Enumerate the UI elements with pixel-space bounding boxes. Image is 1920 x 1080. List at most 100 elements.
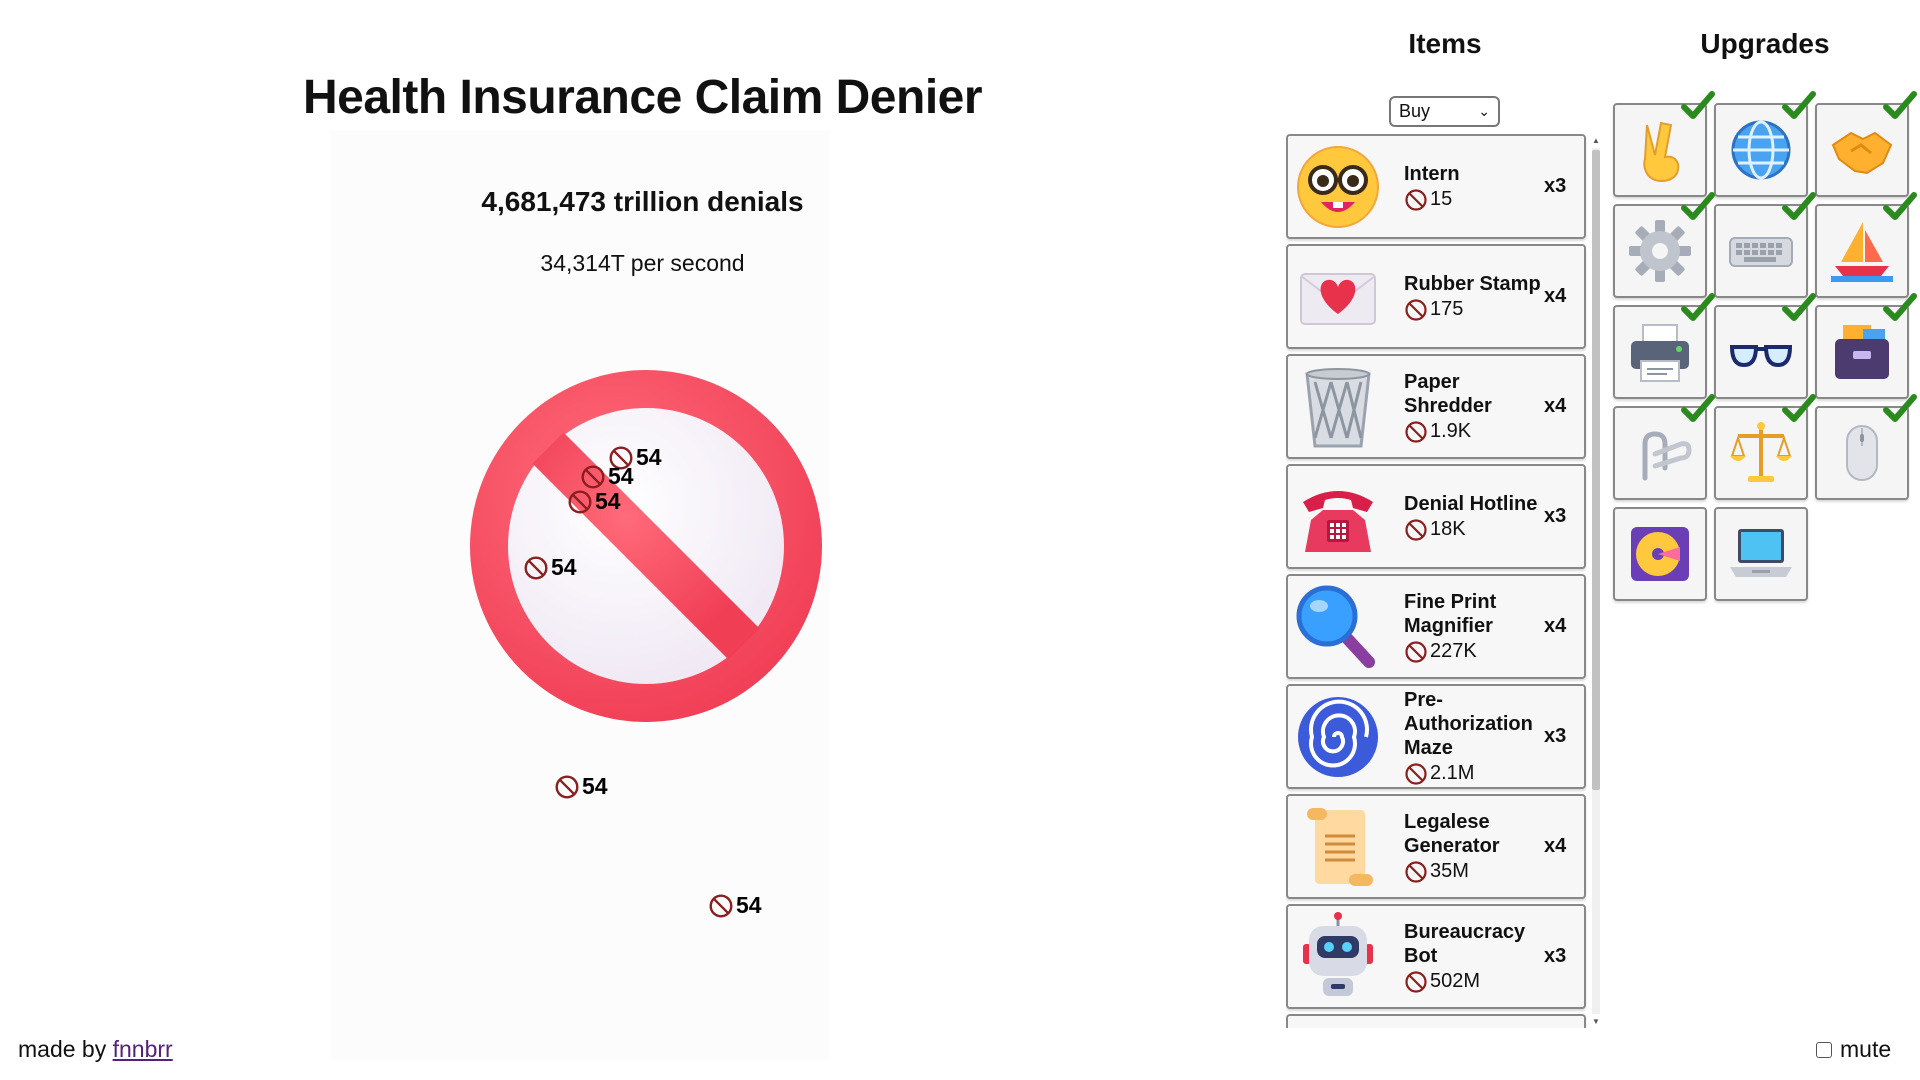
item-cost: 175 bbox=[1404, 298, 1544, 322]
purchased-check-icon bbox=[1681, 394, 1715, 424]
item-cost: 227K bbox=[1404, 640, 1544, 664]
item-paper-shredder[interactable]: Paper Shredder 1.9K x4 bbox=[1286, 354, 1586, 459]
chevron-down-icon: ⌄ bbox=[1478, 103, 1490, 119]
upgrade-balance-scale[interactable] bbox=[1714, 406, 1808, 500]
deny-icon bbox=[1404, 298, 1428, 322]
deny-icon bbox=[708, 893, 734, 919]
item-quantity: x3 bbox=[1544, 945, 1567, 967]
item-quantity: x3 bbox=[1544, 725, 1567, 747]
denial-rate: 34,314T per second bbox=[540, 250, 745, 276]
purchased-check-icon bbox=[1782, 293, 1816, 323]
item-pre-authorization-maze[interactable]: Pre-Authorization Maze 2.1M x3 bbox=[1286, 684, 1586, 789]
purchased-check-icon bbox=[1782, 91, 1816, 121]
purchased-check-icon bbox=[1883, 293, 1917, 323]
purchased-check-icon bbox=[1782, 394, 1816, 424]
gear-icon bbox=[1629, 220, 1691, 282]
credits: made by fnnbrr bbox=[18, 1036, 173, 1062]
purchased-check-icon bbox=[1681, 293, 1715, 323]
deny-icon bbox=[1404, 518, 1428, 542]
upgrade-keyboard[interactable] bbox=[1714, 204, 1808, 298]
upgrade-dvd[interactable] bbox=[1613, 507, 1707, 601]
scroll-icon bbox=[1288, 797, 1388, 897]
item-cost: 502M bbox=[1404, 970, 1544, 994]
item-name: Legalese Generator bbox=[1404, 810, 1500, 857]
item-quantity: x3 bbox=[1544, 505, 1567, 527]
items-list[interactable]: Intern 15 x3 Rubber Stamp 175 x4 bbox=[1286, 134, 1601, 1028]
item-name: Bureaucracy Bot bbox=[1404, 920, 1526, 967]
upgrade-gear[interactable] bbox=[1613, 204, 1707, 298]
item-cost: 2.1M bbox=[1404, 762, 1544, 786]
purchased-check-icon bbox=[1782, 192, 1816, 222]
upgrade-sailboat[interactable] bbox=[1815, 204, 1909, 298]
item-name: Pre-Authorization Maze bbox=[1404, 688, 1533, 759]
magnifying-glass-icon bbox=[1288, 577, 1388, 677]
float-number: 54 bbox=[580, 463, 634, 490]
item-fine-print-magnifier[interactable]: Fine Print Magnifier 227K x4 bbox=[1286, 574, 1586, 679]
upgrade-handshake[interactable] bbox=[1815, 103, 1909, 197]
upgrade-victory-hand[interactable] bbox=[1613, 103, 1707, 197]
upgrade-laptop[interactable] bbox=[1714, 507, 1808, 601]
buy-mode-select[interactable]: Buy ⌄ bbox=[1389, 96, 1500, 127]
upgrade-printer[interactable] bbox=[1613, 305, 1707, 399]
item-cost: 15 bbox=[1404, 188, 1544, 212]
item-cost: 1.9K bbox=[1404, 420, 1544, 444]
balance-scale-icon bbox=[1730, 422, 1792, 482]
item-name: Denial Hotline bbox=[1404, 492, 1538, 515]
purchased-check-icon bbox=[1883, 192, 1917, 222]
float-number: 54 bbox=[708, 892, 762, 919]
upgrades-heading: Upgrades bbox=[1700, 28, 1830, 59]
upgrade-globe[interactable] bbox=[1714, 103, 1808, 197]
deny-icon bbox=[1404, 188, 1428, 212]
prohibited-sign-icon bbox=[470, 370, 822, 722]
globe-icon bbox=[1731, 120, 1791, 180]
items-scrollbar[interactable]: ▲ ▼ bbox=[1590, 136, 1602, 1026]
upgrade-card-file-box[interactable] bbox=[1815, 305, 1909, 399]
linked-paperclips-icon bbox=[1642, 431, 1692, 481]
denial-count: 4,681,473 trillion denials bbox=[481, 186, 804, 217]
purchased-check-icon bbox=[1681, 192, 1715, 222]
victory-hand-icon bbox=[1643, 121, 1680, 182]
purchased-check-icon bbox=[1681, 91, 1715, 121]
purchased-check-icon bbox=[1883, 91, 1917, 121]
item-legalese-generator[interactable]: Legalese Generator 35M x4 bbox=[1286, 794, 1586, 899]
purchased-check-icon bbox=[1883, 394, 1917, 424]
sailboat-icon bbox=[1831, 222, 1893, 282]
item-cost: 35M bbox=[1404, 860, 1544, 884]
game-title: Health Insurance Claim Denier bbox=[302, 71, 983, 124]
upgrade-computer-mouse[interactable] bbox=[1815, 406, 1909, 500]
scroll-up-icon[interactable]: ▲ bbox=[1592, 136, 1600, 145]
wastebasket-icon bbox=[1288, 357, 1388, 457]
item-bureaucracy-bot[interactable]: Bureaucracy Bot 502M x3 bbox=[1286, 904, 1586, 1009]
mute-toggle[interactable]: mute bbox=[1816, 1036, 1891, 1063]
deny-icon bbox=[580, 464, 606, 490]
keyboard-icon bbox=[1729, 237, 1793, 267]
item-denial-hotline[interactable]: Denial Hotline 18K x3 bbox=[1286, 464, 1586, 569]
float-number: 54 bbox=[608, 444, 662, 471]
float-number: 54 bbox=[554, 773, 608, 800]
scroll-thumb[interactable] bbox=[1592, 150, 1600, 790]
item-name: Intern bbox=[1404, 162, 1460, 185]
upgrade-linked-paperclips[interactable] bbox=[1613, 406, 1707, 500]
item-quantity: x4 bbox=[1544, 615, 1567, 637]
item-name: Paper Shredder bbox=[1404, 370, 1492, 417]
deny-icon bbox=[1404, 420, 1428, 444]
deny-icon bbox=[1404, 970, 1428, 994]
item-intern[interactable]: Intern 15 x3 bbox=[1286, 134, 1586, 239]
deny-icon bbox=[1404, 640, 1428, 664]
item-quantity: x4 bbox=[1544, 395, 1567, 417]
upgrade-glasses[interactable] bbox=[1714, 305, 1808, 399]
item-quantity: x3 bbox=[1544, 175, 1567, 197]
scroll-down-icon[interactable]: ▼ bbox=[1592, 1017, 1600, 1026]
item-next-partial[interactable] bbox=[1286, 1014, 1586, 1028]
item-name: Rubber Stamp bbox=[1404, 272, 1541, 295]
deny-clicker-button[interactable] bbox=[468, 368, 824, 724]
nerd-face-icon bbox=[1288, 137, 1388, 237]
item-cost: 18K bbox=[1404, 518, 1544, 542]
robot-icon bbox=[1288, 907, 1388, 1007]
author-link[interactable]: fnnbrr bbox=[112, 1036, 173, 1062]
item-rubber-stamp[interactable]: Rubber Stamp 175 x4 bbox=[1286, 244, 1586, 349]
computer-mouse-icon bbox=[1846, 425, 1878, 481]
handshake-icon bbox=[1831, 131, 1893, 175]
mute-checkbox[interactable] bbox=[1816, 1041, 1832, 1058]
deny-icon bbox=[554, 774, 580, 800]
